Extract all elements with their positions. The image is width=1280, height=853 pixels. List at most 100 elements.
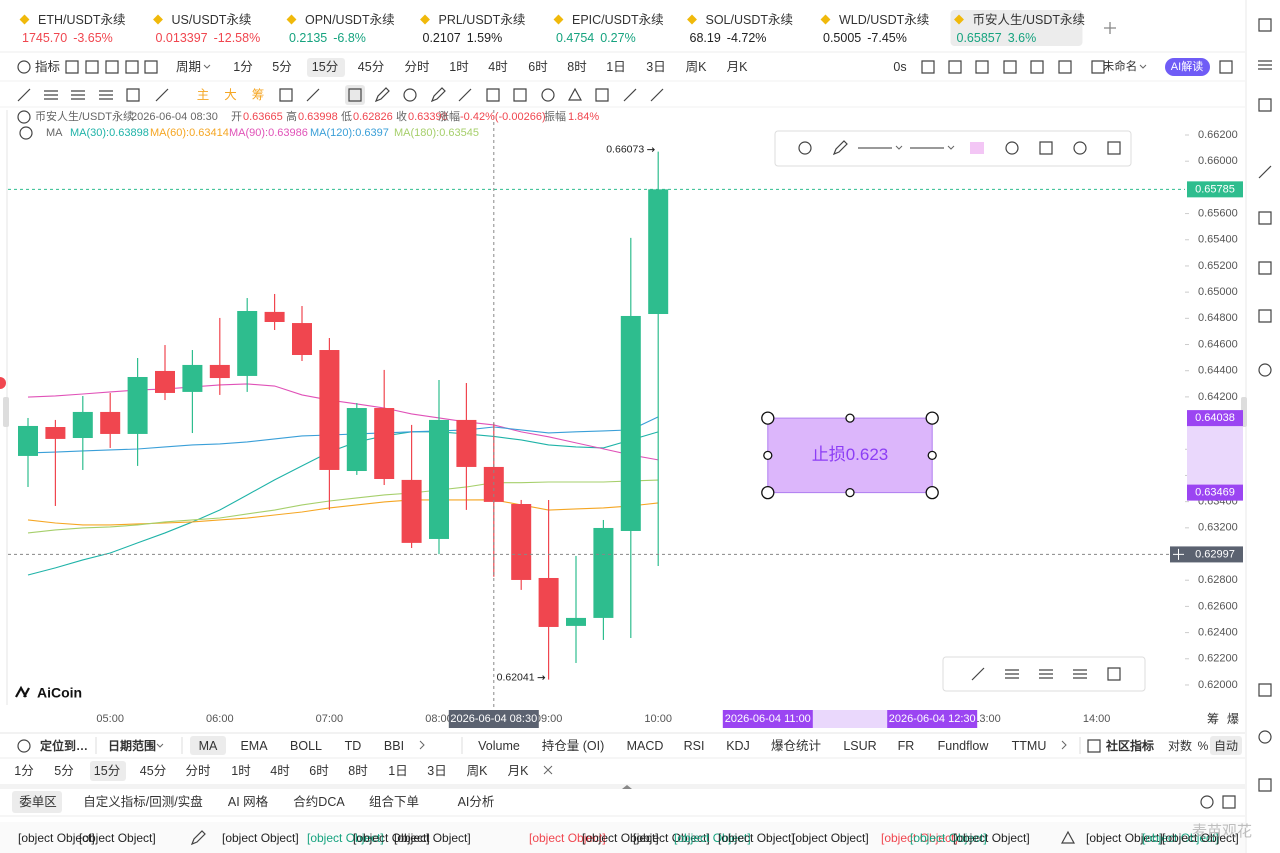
- icon[interactable]: [105, 60, 119, 74]
- bottom-tab[interactable]: AI分析: [457, 795, 495, 809]
- icon[interactable]: [1107, 667, 1121, 681]
- icon[interactable]: [1005, 141, 1019, 155]
- icon[interactable]: [541, 88, 555, 102]
- sub-indicator[interactable]: Volume: [478, 739, 520, 753]
- icon[interactable]: [971, 667, 985, 681]
- main-indicator[interactable]: TD: [344, 739, 362, 753]
- icon[interactable]: [513, 88, 527, 102]
- sub-indicator[interactable]: KDJ: [726, 739, 750, 753]
- interval[interactable]: 4时: [488, 60, 508, 74]
- interval[interactable]: 1时: [231, 764, 251, 778]
- icon[interactable]: [595, 88, 609, 102]
- interval[interactable]: 6时: [309, 764, 329, 778]
- sub-indicator[interactable]: RSI: [683, 739, 705, 753]
- interval[interactable]: 1分: [233, 60, 253, 74]
- sub-indicator[interactable]: TTMU: [1011, 739, 1047, 753]
- interval[interactable]: 1日: [606, 60, 626, 74]
- icon[interactable]: [306, 88, 320, 102]
- icon[interactable]: [832, 140, 848, 156]
- icon[interactable]: [1258, 363, 1272, 377]
- icon[interactable]: [348, 88, 362, 102]
- icon[interactable]: [1060, 830, 1076, 844]
- icon[interactable]: [144, 60, 158, 74]
- main-indicator[interactable]: EMA: [240, 739, 268, 753]
- icon[interactable]: [975, 60, 989, 74]
- bottom-tab[interactable]: AI 网格: [227, 795, 269, 809]
- icon[interactable]: [1073, 141, 1087, 155]
- icon[interactable]: [1258, 730, 1272, 744]
- icon[interactable]: [155, 88, 169, 102]
- icon[interactable]: [623, 88, 637, 102]
- icon[interactable]: [1258, 683, 1272, 697]
- icon[interactable]: [1258, 778, 1272, 792]
- icon[interactable]: [1258, 98, 1272, 112]
- interval[interactable]: 45分: [139, 764, 167, 778]
- sub-indicator[interactable]: Fundflow: [937, 739, 989, 753]
- splitter[interactable]: [0, 784, 1245, 789]
- icon[interactable]: [1087, 739, 1101, 753]
- interval[interactable]: 8时: [348, 764, 368, 778]
- icon[interactable]: [1258, 211, 1272, 225]
- interval[interactable]: 1日: [388, 764, 408, 778]
- icon[interactable]: [65, 60, 79, 74]
- edge-handle[interactable]: [3, 397, 9, 427]
- interval[interactable]: 3日: [646, 60, 666, 74]
- icon[interactable]: [1005, 669, 1019, 679]
- bottom-tab[interactable]: 合约DCA: [293, 795, 345, 809]
- axis-option[interactable]: %: [1197, 739, 1209, 753]
- icon[interactable]: [1258, 261, 1272, 275]
- icon[interactable]: [374, 87, 390, 103]
- main-indicator[interactable]: BBI: [383, 739, 405, 753]
- icon[interactable]: [17, 88, 31, 102]
- main-indicator[interactable]: BOLL: [290, 739, 322, 753]
- interval[interactable]: 月K: [726, 60, 748, 74]
- icon[interactable]: [1039, 669, 1053, 679]
- icon[interactable]: [1258, 18, 1272, 32]
- icon[interactable]: [85, 60, 99, 74]
- icon[interactable]: [430, 87, 446, 103]
- splitter-arrow[interactable]: [622, 785, 632, 789]
- main-indicator[interactable]: MA: [198, 739, 218, 753]
- icon[interactable]: [1258, 60, 1272, 70]
- sub-indicator[interactable]: 持仓量 (OI): [541, 739, 605, 753]
- icon[interactable]: [1107, 141, 1121, 155]
- icon[interactable]: [279, 88, 293, 102]
- bottom-tab[interactable]: 组合下单: [368, 795, 420, 809]
- icon[interactable]: [650, 88, 664, 102]
- icon[interactable]: [1200, 795, 1214, 809]
- icon[interactable]: [17, 110, 31, 124]
- icon[interactable]: [403, 88, 417, 102]
- close-icon[interactable]: [543, 765, 553, 775]
- icon[interactable]: [1058, 60, 1072, 74]
- interval[interactable]: 8时: [567, 60, 587, 74]
- bottom-tab[interactable]: 委单区: [19, 795, 57, 809]
- icon[interactable]: [1073, 669, 1087, 679]
- icon[interactable]: [44, 90, 58, 100]
- icon[interactable]: [458, 88, 472, 102]
- interval[interactable]: 3日: [427, 764, 447, 778]
- icon[interactable]: [17, 739, 31, 753]
- icon[interactable]: [190, 830, 206, 846]
- interval[interactable]: 1分: [14, 764, 34, 778]
- icon[interactable]: [19, 126, 33, 140]
- bottom-tab[interactable]: 自定义指标/回测/实盘: [83, 795, 203, 809]
- icon[interactable]: [1258, 165, 1272, 179]
- icon[interactable]: [71, 90, 85, 100]
- interval[interactable]: 5分: [54, 764, 74, 778]
- interval[interactable]: 4时: [270, 764, 290, 778]
- interval[interactable]: 15分: [93, 764, 121, 778]
- interval[interactable]: 45分: [357, 60, 385, 74]
- icon[interactable]: [921, 60, 935, 74]
- icon[interactable]: [798, 141, 812, 155]
- icon[interactable]: [126, 88, 140, 102]
- icon[interactable]: [567, 87, 583, 101]
- axis-option[interactable]: 自动: [1213, 739, 1239, 753]
- sub-indicator[interactable]: 爆仓统计: [770, 739, 822, 753]
- interval[interactable]: 6时: [528, 60, 548, 74]
- interval[interactable]: 1时: [449, 60, 469, 74]
- add-tab-icon[interactable]: [1104, 22, 1116, 34]
- interval[interactable]: 分时: [185, 764, 211, 778]
- interval[interactable]: 周K: [685, 60, 707, 74]
- ai-button[interactable]: [1165, 58, 1210, 76]
- icon[interactable]: [1258, 309, 1272, 323]
